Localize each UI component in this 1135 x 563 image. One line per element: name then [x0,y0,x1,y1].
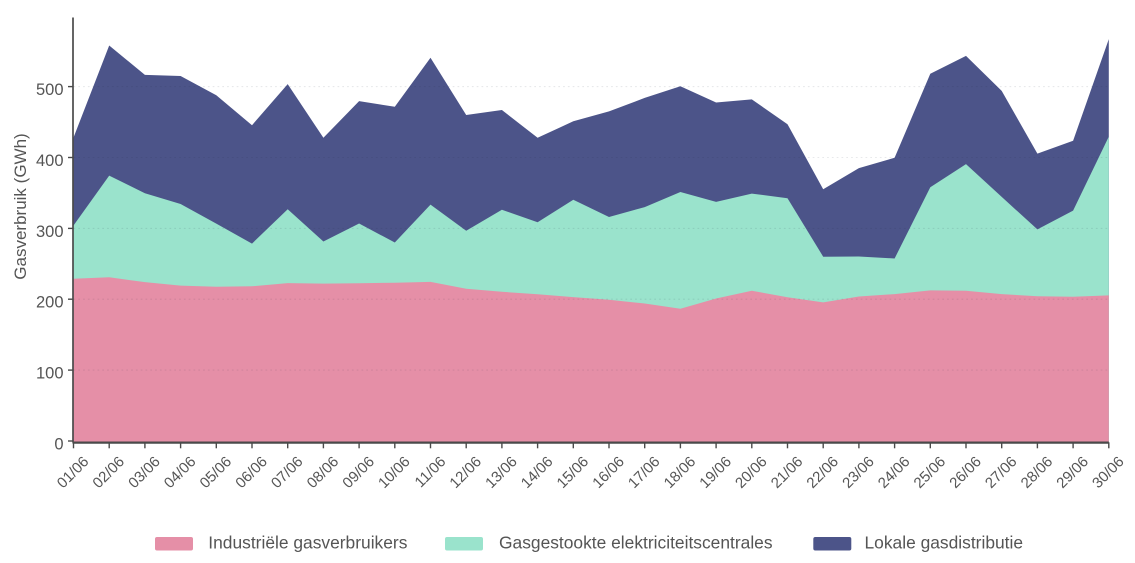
svg-text:Lokale gasdistributie: Lokale gasdistributie [865,533,1024,553]
svg-text:400: 400 [36,152,64,170]
svg-text:500: 500 [36,81,64,99]
svg-text:Gasverbruik (GWh): Gasverbruik (GWh) [11,133,30,279]
svg-text:200: 200 [36,294,64,312]
svg-text:Gasgestookte elektriciteitscen: Gasgestookte elektriciteitscentrales [499,533,773,553]
svg-text:0: 0 [54,435,63,453]
svg-text:Industriële gasverbruikers: Industriële gasverbruikers [208,533,407,553]
svg-text:300: 300 [36,223,64,241]
svg-text:100: 100 [36,365,64,383]
